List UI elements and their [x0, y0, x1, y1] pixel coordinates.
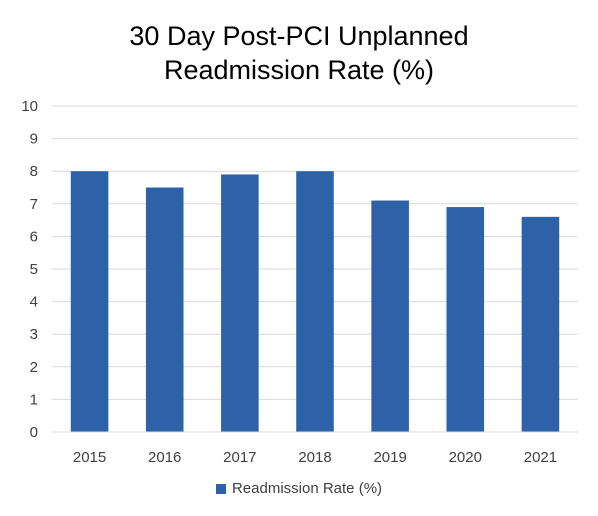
bar-2019	[371, 200, 409, 432]
bar-2015	[70, 171, 109, 432]
x-tick-label: 2019	[373, 449, 406, 466]
legend: Readmission Rate (%)	[0, 480, 598, 497]
y-tick-label: 9	[30, 131, 38, 148]
y-tick-label: 1	[30, 391, 38, 408]
y-tick-label: 8	[30, 163, 38, 180]
x-tick-label: 2021	[524, 449, 557, 466]
legend-label: Readmission Rate (%)	[231, 480, 383, 497]
y-tick-label: 10	[21, 98, 38, 115]
bar-2017	[221, 174, 259, 432]
chart-title-line-1: 30 Day Post-PCI Unplanned	[129, 21, 469, 51]
y-tick-label: 5	[30, 261, 38, 278]
y-tick-label: 4	[30, 294, 38, 311]
chart-title-line-2: Readmission Rate (%)	[163, 55, 435, 85]
bar-2016	[145, 187, 184, 432]
y-tick-label: 2	[30, 359, 38, 376]
x-tick-label: 2018	[298, 449, 331, 466]
x-tick-label: 2020	[449, 449, 482, 466]
bar-2020	[446, 207, 485, 432]
bar-2018	[296, 171, 334, 432]
y-tick-label: 7	[30, 196, 38, 213]
bar-2021	[521, 216, 560, 432]
y-tick-label: 3	[30, 326, 38, 343]
y-tick-label: 0	[30, 424, 38, 441]
y-tick-label: 6	[30, 228, 38, 245]
legend-swatch	[215, 483, 226, 494]
x-tick-label: 2017	[223, 449, 256, 466]
x-tick-label: 2016	[148, 449, 181, 466]
x-tick-label: 2015	[73, 449, 106, 466]
